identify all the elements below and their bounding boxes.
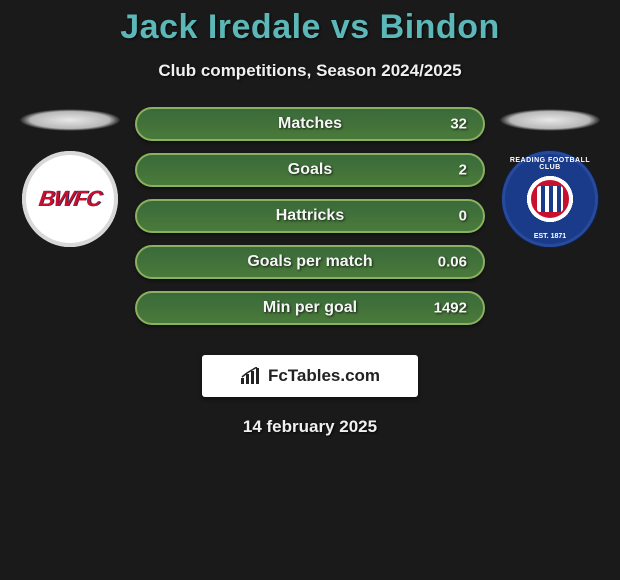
stats-column: Matches 32 Goals 2 Hattricks 0 Goals per…	[135, 107, 485, 337]
brand-watermark: FcTables.com	[202, 355, 418, 397]
stat-value: 1492	[434, 300, 467, 317]
subtitle: Club competitions, Season 2024/2025	[0, 61, 620, 81]
stat-value: 0	[459, 208, 467, 225]
stat-value: 32	[450, 116, 467, 133]
shadow-ellipse	[499, 109, 601, 131]
reading-center	[528, 177, 572, 221]
brand-name: FcTables.com	[268, 366, 380, 386]
stat-label: Goals per match	[137, 253, 483, 271]
stat-label: Hattricks	[137, 207, 483, 225]
bar-chart-icon	[240, 367, 262, 385]
stat-row-goals-per-match: Goals per match 0.06	[135, 245, 485, 279]
stat-label: Goals	[137, 161, 483, 179]
date-line: 14 february 2025	[0, 417, 620, 437]
stat-row-matches: Matches 32	[135, 107, 485, 141]
reading-stripes	[537, 186, 563, 212]
stat-row-goals: Goals 2	[135, 153, 485, 187]
page-title: Jack Iredale vs Bindon	[0, 8, 620, 47]
stat-value: 2	[459, 162, 467, 179]
stat-row-hattricks: Hattricks 0	[135, 199, 485, 233]
stat-label: Min per goal	[137, 299, 483, 317]
right-club-column: READING FOOTBALL CLUB EST. 1871	[495, 107, 605, 247]
bolton-initials: BWFC	[37, 186, 103, 212]
stat-label: Matches	[137, 115, 483, 133]
bolton-inner: BWFC	[30, 159, 110, 239]
main-row: BWFC Matches 32 Goals 2 Hattricks 0 Goal…	[0, 107, 620, 337]
stat-row-min-per-goal: Min per goal 1492	[135, 291, 485, 325]
shadow-ellipse	[19, 109, 121, 131]
stat-value: 0.06	[438, 254, 467, 271]
left-club-crest: BWFC	[22, 151, 118, 247]
left-club-column: BWFC	[15, 107, 125, 247]
comparison-card: Jack Iredale vs Bindon Club competitions…	[0, 0, 620, 437]
reading-ring-bot: EST. 1871	[502, 233, 598, 240]
reading-ring-top: READING FOOTBALL CLUB	[502, 157, 598, 171]
right-club-crest: READING FOOTBALL CLUB EST. 1871	[502, 151, 598, 247]
